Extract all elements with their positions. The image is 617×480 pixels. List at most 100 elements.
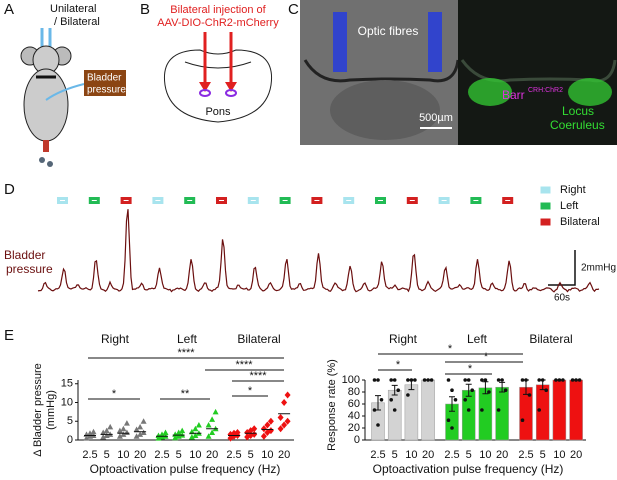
significance: * xyxy=(448,343,453,355)
bar xyxy=(569,379,583,441)
data-point xyxy=(372,408,377,412)
data-point xyxy=(544,388,548,393)
data-point xyxy=(554,378,558,382)
data-point xyxy=(260,432,267,440)
significance: * xyxy=(396,359,401,371)
cell-superscript: CRH:ChR2 xyxy=(528,87,563,94)
data-point xyxy=(260,425,267,433)
data-point xyxy=(483,378,488,382)
tissue-edge xyxy=(303,59,460,83)
data-point xyxy=(446,418,451,423)
scale-label: 500µm xyxy=(419,112,453,124)
data-point xyxy=(396,388,401,393)
error-bar xyxy=(499,381,506,393)
data-point xyxy=(251,430,258,438)
x-tick-label: 10 xyxy=(479,449,491,461)
data-point xyxy=(192,425,199,432)
x-tick-label: 10 xyxy=(261,449,273,461)
y-axis-label: Response rate (%) xyxy=(326,359,338,451)
x-tick-label: 20 xyxy=(278,449,290,461)
data-point xyxy=(537,378,541,382)
data-point xyxy=(277,425,284,433)
data-point xyxy=(466,378,471,382)
data-point xyxy=(267,417,274,425)
error-bar xyxy=(391,384,398,396)
legend-label: Bilateral xyxy=(560,216,600,228)
data-point xyxy=(480,408,484,412)
x-tick-label: 20 xyxy=(496,449,508,461)
y-tick-label: 15 xyxy=(61,378,73,390)
data-point xyxy=(284,391,291,399)
data-point xyxy=(133,433,140,439)
data-point xyxy=(406,393,410,397)
data-point xyxy=(172,434,179,441)
bar xyxy=(495,386,509,441)
panel-label: B xyxy=(140,1,150,18)
y-tick-label: 40 xyxy=(348,410,360,422)
x-tick-label: 5 xyxy=(466,449,472,461)
data-point xyxy=(392,378,397,382)
data-point xyxy=(376,378,380,382)
cell-label: Barr xyxy=(502,88,525,102)
bladder-box xyxy=(84,70,126,96)
significance: **** xyxy=(177,347,195,359)
group-label: Bilateral xyxy=(529,332,572,346)
bar xyxy=(552,379,567,441)
fiber-label: Unilateral xyxy=(50,3,96,15)
data-point xyxy=(212,408,219,415)
panel-label: A xyxy=(4,1,14,18)
group-label: Bilateral xyxy=(237,332,280,346)
x-tick-label: 2.5 xyxy=(226,449,241,461)
data-point xyxy=(205,422,212,428)
tissue-edge xyxy=(460,59,617,83)
significance: **** xyxy=(235,359,253,371)
data-point xyxy=(140,418,147,424)
data-point xyxy=(500,378,504,382)
data-point xyxy=(100,434,107,440)
tissue xyxy=(330,80,440,140)
panel-label: D xyxy=(4,181,15,198)
x-tick-label: 20 xyxy=(134,449,146,461)
y-tick-label: 10 xyxy=(61,396,73,408)
x-tick-label: 10 xyxy=(117,449,129,461)
data-point xyxy=(264,421,271,429)
data-point xyxy=(277,414,284,421)
data-point xyxy=(175,429,182,435)
x-tick-label: 5 xyxy=(248,449,254,461)
y-tick-label: 80 xyxy=(348,386,360,398)
data-point xyxy=(463,378,468,382)
panel-d: D Bladder pressure 2mmHg 60s xyxy=(4,181,616,304)
data-point xyxy=(116,433,123,439)
data-point xyxy=(470,388,475,393)
injection-title: Bilateral injection of xyxy=(170,4,266,16)
legend-swatch xyxy=(539,185,552,195)
x-tick-label: 2.5 xyxy=(154,449,169,461)
data-point xyxy=(120,425,127,432)
data-point xyxy=(537,408,541,412)
data-point xyxy=(251,425,258,433)
green-signal xyxy=(468,78,512,106)
data-point xyxy=(453,398,458,402)
legend-swatch xyxy=(539,201,552,211)
x-axis-label: Optoactivation pulse frequency (Hz) xyxy=(90,462,281,476)
bar xyxy=(387,389,402,441)
brain-outline xyxy=(163,49,273,123)
scale-y-label: 2mmHg xyxy=(581,263,616,274)
significance: * xyxy=(484,351,489,363)
catheter xyxy=(45,83,85,101)
y-tick-label: 60 xyxy=(348,398,360,410)
data-point xyxy=(137,431,144,437)
y-axis-label: (mmHg) xyxy=(45,390,57,430)
x-tick-label: 20 xyxy=(422,449,434,461)
data-point xyxy=(120,431,127,437)
data-point xyxy=(192,432,199,438)
data-point xyxy=(503,388,508,393)
data-point xyxy=(463,398,468,402)
data-point xyxy=(480,378,484,382)
x-tick-label: 5 xyxy=(392,449,398,461)
data-point xyxy=(389,378,394,382)
significance: * xyxy=(248,385,253,397)
data-point xyxy=(520,418,525,423)
x-tick-label: 5 xyxy=(104,449,110,461)
